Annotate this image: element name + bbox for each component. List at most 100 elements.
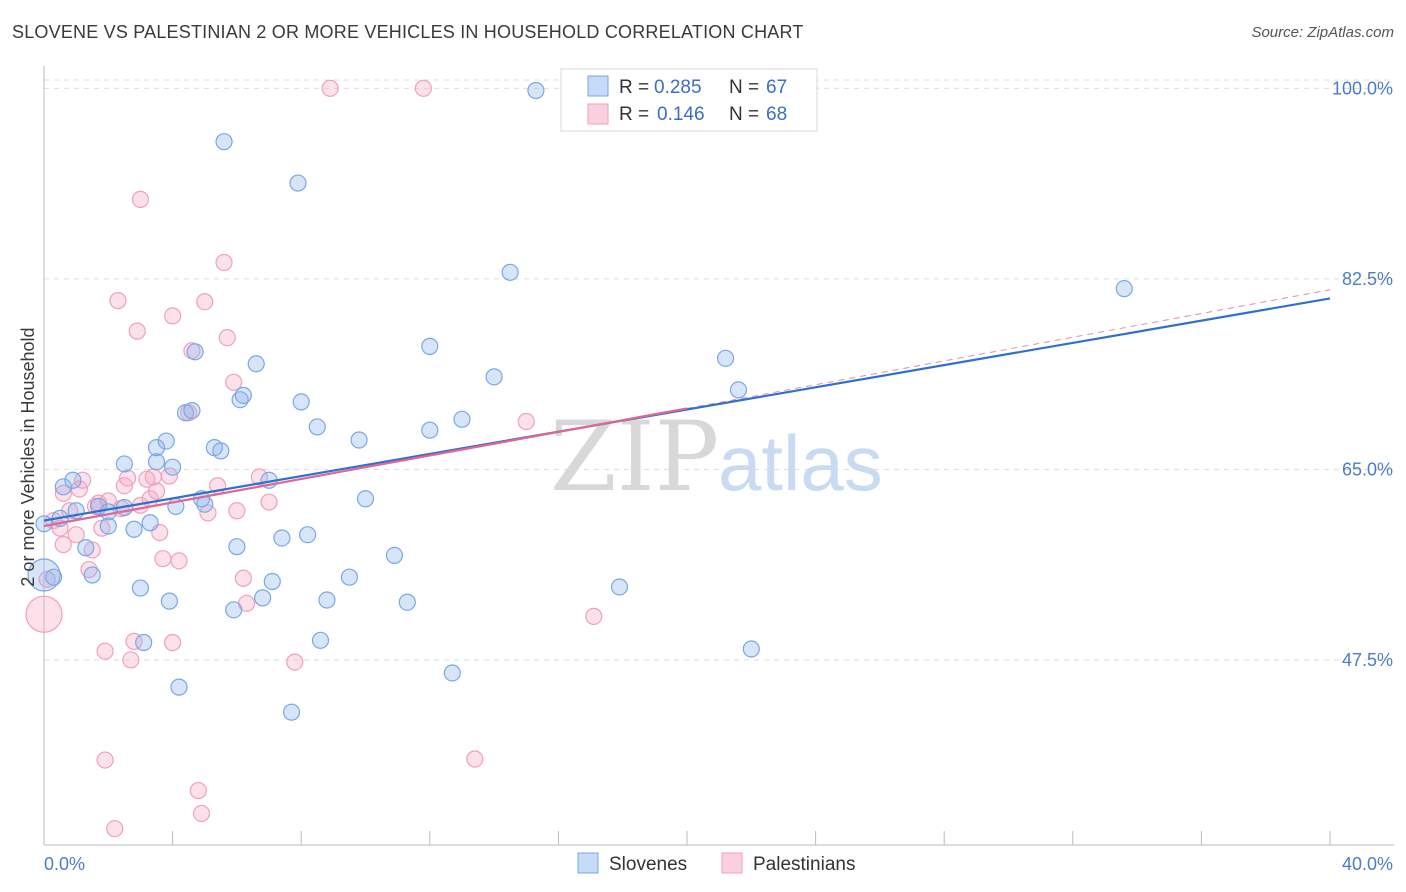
r-value-slovenes: 0.285 [654,77,702,98]
slovenes-point [742,640,760,658]
slovenes-point [64,471,82,489]
palestinians-point [585,607,603,625]
slovenes-point [186,343,204,361]
slovenes-point [131,579,150,597]
slovenes-point [27,558,61,592]
palestinians-point [54,535,72,554]
palestinians-point [192,804,211,823]
slovenes-point [308,418,326,436]
slovenes-point [421,337,439,355]
n-value-slovenes: 67 [766,77,787,98]
palestinians-swatch [721,852,743,874]
palestinians-point [466,750,484,768]
palestinians-point [260,493,278,511]
slovenes-point [176,404,195,422]
slovenes-point [164,458,182,476]
x-tick-label-max: 40.0% [1342,854,1393,874]
slovenes-point [99,503,117,521]
n-label-slovenes: N = [729,77,759,98]
slovenes-point [527,81,545,100]
palestinians-point [67,526,85,544]
chart-title: SLOVENE VS PALESTINIAN 2 OR MORE VEHICLE… [12,22,804,42]
palestinians-point [96,751,114,769]
palestinians-point [38,570,56,588]
slovenes-point [501,263,519,281]
slovenes-swatch [577,852,599,874]
palestinians-point [218,329,236,347]
axes [43,66,1394,846]
watermark: ZIP atlas [550,401,883,513]
y-axis-label: 2 or more Vehicles in Household [18,327,38,586]
palestinians-point [228,502,246,520]
slovenes-point [147,439,166,457]
slovenes-point [610,578,629,596]
slovenes-point [157,432,175,450]
palestinians-point [131,190,150,208]
palestinians-point [215,253,233,272]
slovenes-point [125,520,143,538]
slovenes-point [45,568,63,586]
palestinians-point [138,470,156,488]
palestinians-point [154,550,172,568]
slovenes-legend-label: Slovenes [609,854,687,875]
palestinians-point [250,468,269,486]
palestinians-points [25,79,603,838]
y-tick-label: 47.5% [1342,650,1393,670]
palestinians-point [109,292,127,310]
n-value-palestinians: 68 [766,104,787,125]
palestinians-point [147,482,166,500]
palestinians-point [517,412,535,431]
palestinians-point [164,633,182,652]
trend-lines [43,289,1331,528]
slovenes-point [83,566,101,584]
palestinians-point [199,504,217,522]
slovenes-legend-swatch [587,75,609,97]
palestinians-legend-label: Palestinians [753,854,855,875]
slovenes-point [292,393,310,411]
slovenes-point [421,421,439,439]
r-label-slovenes: R = [619,77,649,98]
y-tick-label: 100.0% [1332,78,1393,98]
palestinians-point [321,79,339,97]
slovenes-point [160,592,178,610]
palestinians-trend-line [43,407,688,528]
y-tick-labels: 47.5% 65.0% 82.5% 100.0% [1332,78,1393,670]
slovenes-point [311,631,330,649]
palestinians-point [122,651,140,669]
slovenes-point [212,442,230,460]
palestinians-point [118,469,137,487]
x-tick-label-min: 0.0% [44,854,85,874]
slovenes-point [115,455,133,473]
palestinians-point [80,560,98,579]
slovenes-point [485,368,503,386]
slovenes-point [170,678,188,696]
slovenes-point [398,593,416,611]
slovenes-point [453,410,471,428]
slovenes-points [27,81,1133,721]
slovenes-point [225,601,243,619]
palestinians-point [106,820,124,838]
slovenes-point [141,514,159,532]
palestinians-point [286,653,304,671]
palestinians-trend-extension [686,289,1331,409]
palestinians-point [128,322,146,340]
slovenes-point [385,546,404,564]
r-value-palestinians: 0.146 [657,104,705,125]
palestinians-point [96,642,114,660]
palestinians-point [25,595,63,633]
slovenes-point [234,386,252,404]
slovenes-point [263,572,281,591]
slovenes-point [215,133,233,151]
palestinians-point [160,467,178,485]
palestinians-point [73,471,92,489]
slovenes-point [729,381,748,399]
slovenes-point [340,568,359,586]
slovenes-point [77,539,95,557]
palestinians-point [225,373,243,391]
slovenes-point [273,529,291,547]
palestinians-point [93,519,111,537]
slovenes-point [54,478,72,496]
watermark-atlas: atlas [718,419,883,507]
palestinians-point [164,307,182,325]
